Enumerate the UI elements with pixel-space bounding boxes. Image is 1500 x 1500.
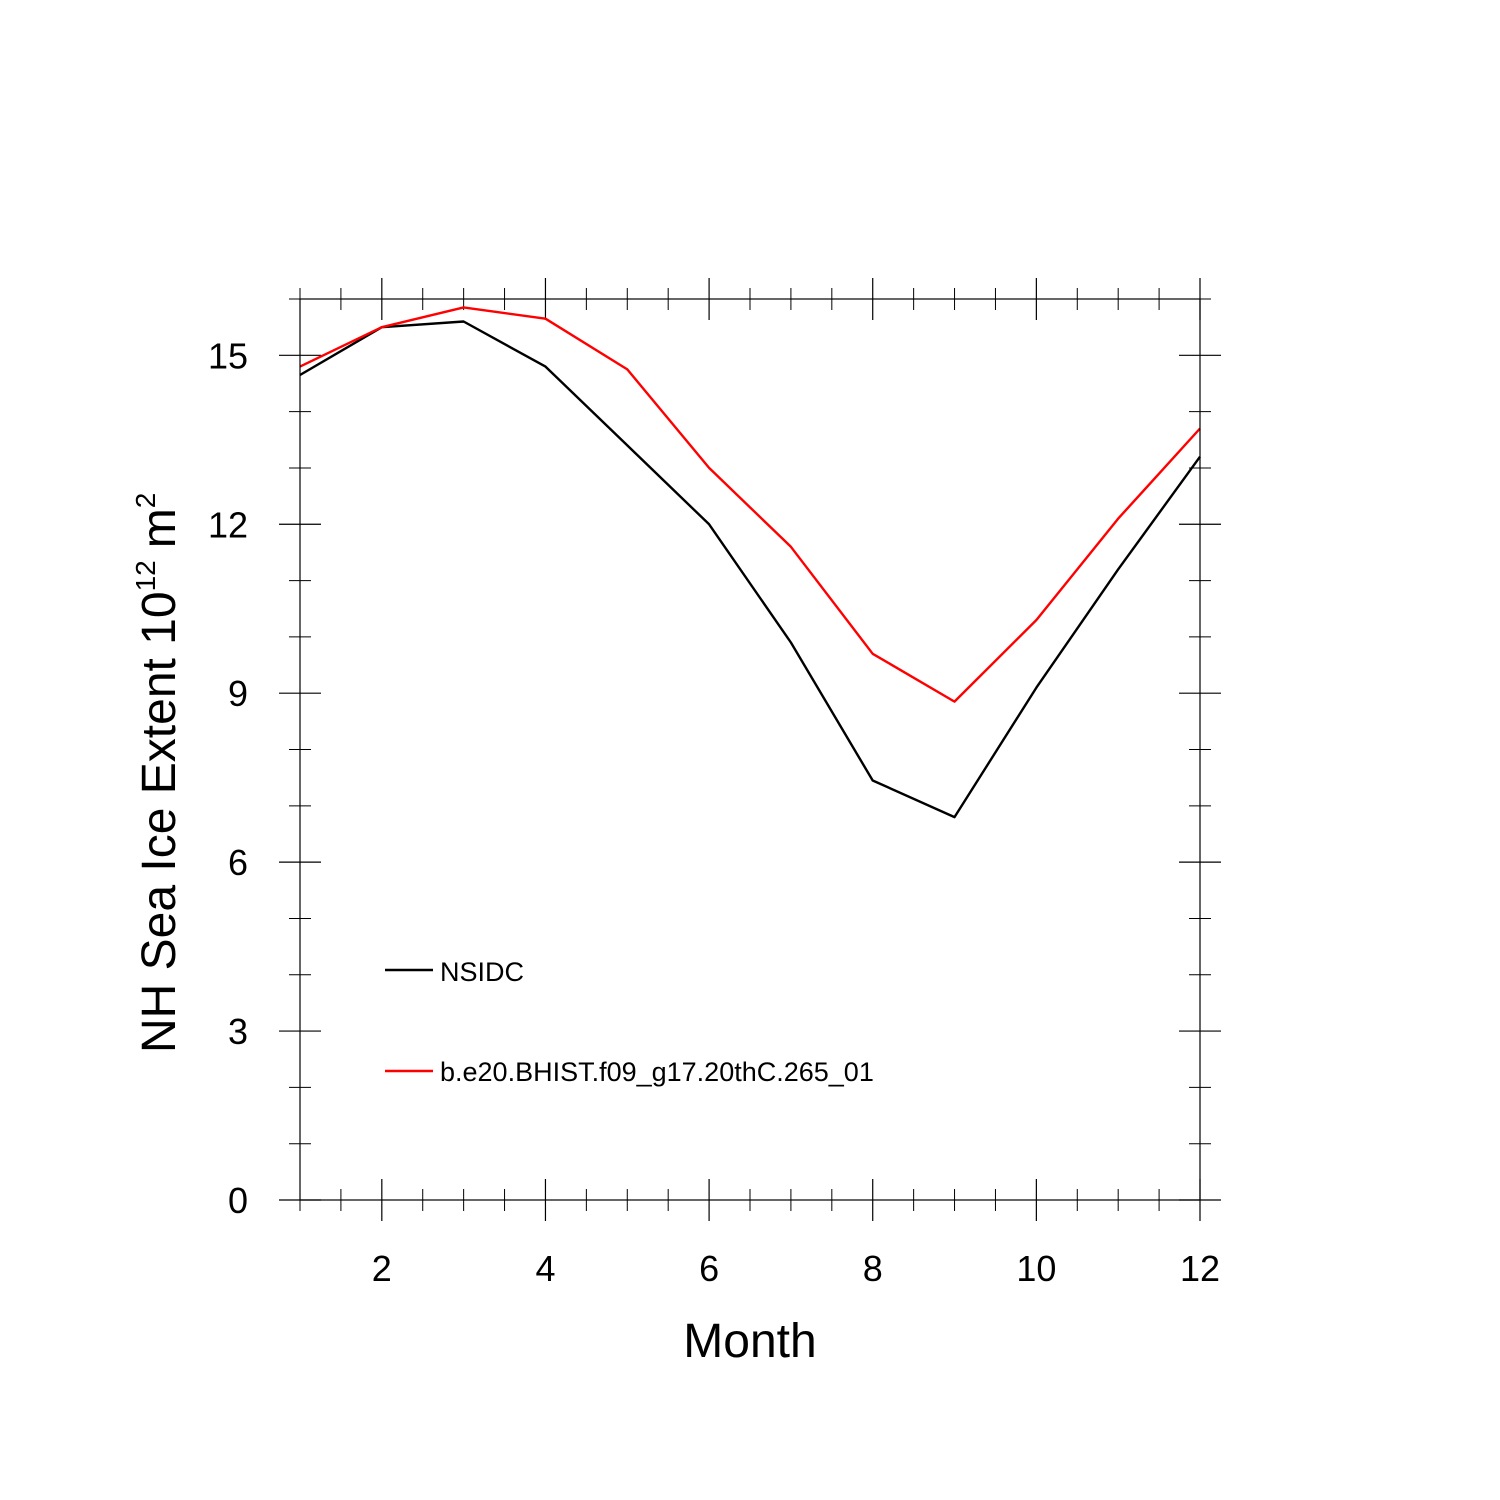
y-tick-label: 15: [208, 335, 248, 376]
y-axis-title-text: NH Sea Ice Extent 10: [133, 591, 186, 1053]
y-axis-title-unit: m: [133, 508, 186, 548]
y-tick-label: 6: [228, 842, 248, 883]
labels-layer: 2 4 6 8 10 12 0 3 6 9 12 15: [208, 335, 1220, 1289]
series-line-nsidc: [299, 320, 1201, 819]
y-axis-title-unit-exponent: 2: [130, 493, 161, 509]
legend: NSIDC b.e20.BHIST.f09_g17.20thC.265_01: [385, 957, 874, 1087]
x-tick-label: 2: [372, 1248, 392, 1289]
series-line-model: [299, 306, 1201, 703]
y-tick-label: 3: [228, 1011, 248, 1052]
x-axis-title: Month: [683, 1315, 816, 1368]
y-tick-label: 9: [228, 673, 248, 714]
plot-frame: [299, 298, 1201, 1201]
legend-label-nsidc: NSIDC: [440, 957, 524, 987]
y-axis-title-exponent: 12: [130, 560, 161, 591]
x-tick-label: 4: [535, 1248, 555, 1289]
x-tick-label: 8: [863, 1248, 883, 1289]
y-axis-title: NH Sea Ice Extent 1012 m2: [130, 493, 186, 1053]
series-layer: [299, 306, 1201, 819]
x-tick-label: 10: [1016, 1248, 1056, 1289]
x-tick-label: 6: [699, 1248, 719, 1289]
x-tick-label: 12: [1180, 1248, 1220, 1289]
y-tick-label: 0: [228, 1180, 248, 1221]
y-tick-label: 12: [208, 504, 248, 545]
legend-label-model: b.e20.BHIST.f09_g17.20thC.265_01: [440, 1057, 874, 1087]
